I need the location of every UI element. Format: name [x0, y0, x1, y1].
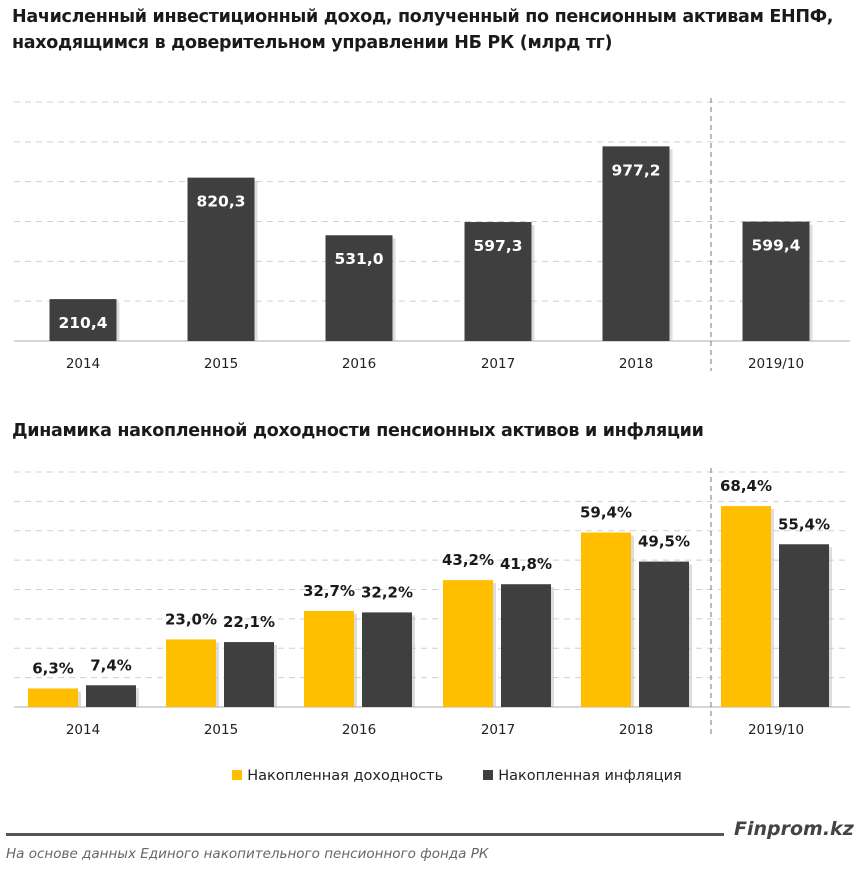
- bar-inflation: [501, 584, 551, 707]
- data-label: 820,3: [196, 193, 245, 211]
- x-tick-label: 2017: [481, 356, 515, 372]
- brand-logo: Finprom.kz: [734, 818, 854, 840]
- legend-swatch-inflation: [483, 770, 494, 780]
- x-tick-label: 2019/10: [748, 356, 804, 372]
- data-label: 55,4%: [778, 515, 830, 533]
- x-tick-label: 2017: [481, 722, 515, 738]
- legend-label: Накопленная инфляция: [498, 768, 682, 784]
- bar-yield: [721, 506, 771, 707]
- x-tick-label: 2014: [66, 722, 100, 738]
- x-tick-label: 2016: [342, 722, 376, 738]
- data-label: 210,4: [58, 314, 107, 332]
- chart2-title: Динамика накопленной доходности пенсионн…: [12, 421, 704, 441]
- data-label: 7,4%: [90, 656, 132, 674]
- legend-swatch-yield: [232, 770, 243, 780]
- bar: [187, 177, 255, 341]
- data-label: 32,7%: [303, 582, 355, 600]
- bar-inflation: [362, 612, 412, 707]
- bar: [464, 222, 532, 341]
- data-label: 43,2%: [442, 551, 494, 569]
- data-label: 599,4: [751, 237, 800, 255]
- data-label: 977,2: [611, 161, 660, 179]
- data-label: 6,3%: [32, 659, 74, 677]
- data-label: 49,5%: [638, 533, 690, 551]
- bar: [602, 146, 670, 341]
- x-tick-label: 2014: [66, 356, 100, 372]
- bar-yield: [443, 580, 493, 707]
- bar: [742, 221, 810, 341]
- bar-yield: [28, 688, 78, 707]
- data-label: 41,8%: [500, 555, 552, 573]
- data-label: 68,4%: [720, 477, 772, 495]
- bar-yield: [166, 639, 216, 707]
- bar-inflation: [779, 544, 829, 707]
- x-tick-label: 2015: [204, 722, 238, 738]
- data-label: 531,0: [334, 250, 383, 268]
- bar-inflation: [224, 642, 274, 707]
- x-tick-label: 2015: [204, 356, 238, 372]
- x-tick-label: 2018: [619, 722, 653, 738]
- bar: [325, 235, 393, 341]
- bar: [49, 299, 117, 341]
- data-label: 597,3: [473, 237, 522, 255]
- legend-item-yield: Накопленная доходность: [232, 768, 443, 784]
- chart1-title: Начисленный инвестиционный доход, получе…: [12, 7, 834, 53]
- legend-item-inflation: Накопленная инфляция: [483, 768, 682, 784]
- bar-yield: [304, 610, 354, 707]
- bar-inflation: [86, 685, 136, 707]
- x-tick-label: 2018: [619, 356, 653, 372]
- x-tick-label: 2016: [342, 356, 376, 372]
- bar-inflation: [639, 561, 689, 707]
- data-label: 59,4%: [580, 504, 632, 522]
- data-label: 32,2%: [361, 583, 413, 601]
- data-label: 23,0%: [165, 610, 217, 628]
- x-tick-label: 2019/10: [748, 722, 804, 738]
- legend-label: Накопленная доходность: [247, 768, 444, 784]
- source-note: На основе данных Единого накопительного …: [6, 846, 489, 862]
- legend: Накопленная доходность Накопленная инфля…: [0, 768, 859, 784]
- data-label: 22,1%: [223, 613, 275, 631]
- footer-rule: [6, 833, 724, 836]
- bar-yield: [581, 532, 631, 707]
